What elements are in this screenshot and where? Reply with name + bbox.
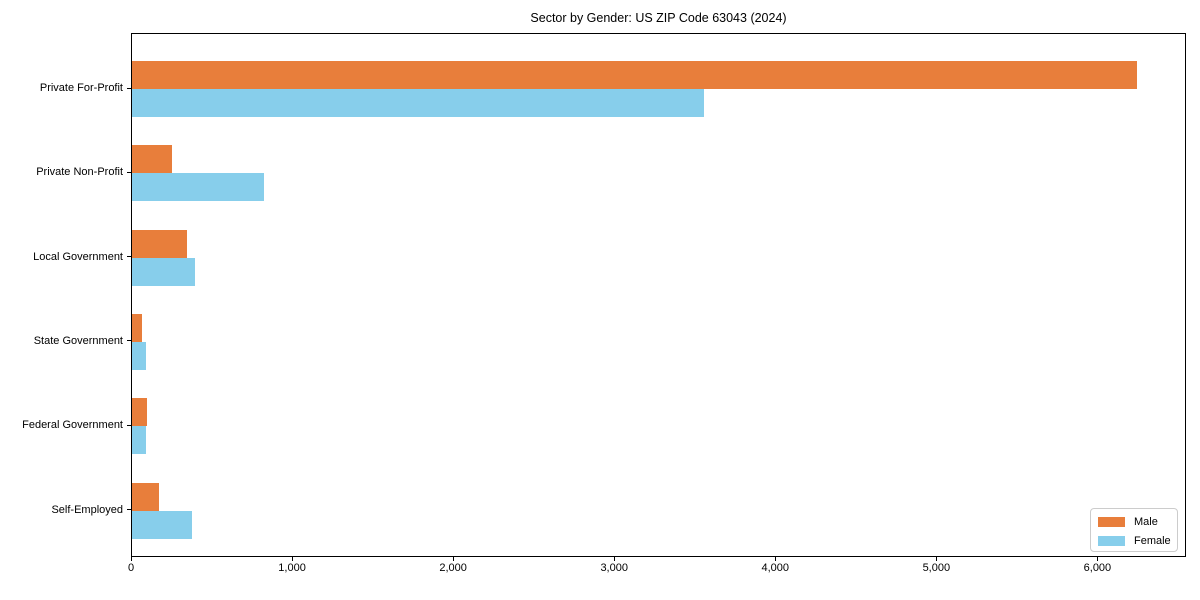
x-axis-tick-label: 3,000 — [600, 562, 628, 574]
bar-male-private-for-profit — [132, 61, 1138, 89]
legend-swatch-female — [1098, 535, 1125, 546]
y-axis-label-private-non-profit: Private Non-Profit — [36, 166, 123, 179]
x-axis-tick — [935, 557, 937, 561]
bar-male-local-government — [132, 229, 187, 258]
y-axis-label-private-for-profit: Private For-Profit — [39, 82, 123, 94]
bar-female-private-for-profit — [132, 89, 704, 117]
y-axis-tick — [127, 509, 131, 511]
y-axis-tick — [127, 424, 131, 426]
y-axis-label-federal-government: Federal Government — [22, 419, 123, 432]
legend-item-female: Female — [1098, 531, 1177, 550]
x-axis-tick — [130, 557, 132, 561]
bar-male-federal-government — [132, 398, 148, 427]
x-axis-tick — [291, 557, 293, 561]
bar-male-self-employed — [132, 482, 160, 511]
y-axis-tick — [127, 171, 131, 173]
x-axis-tick — [1096, 557, 1098, 561]
bar-female-self-employed — [132, 510, 192, 539]
x-axis-tick-label: 6,000 — [1083, 562, 1112, 574]
plot-area — [131, 33, 1186, 557]
x-axis-tick-label: 2,000 — [439, 562, 467, 574]
bar-female-state-government — [132, 341, 147, 370]
x-axis-tick-label: 1,000 — [278, 562, 306, 574]
chart-title: Sector by Gender: US ZIP Code 63043 (202… — [530, 11, 787, 25]
legend-label-male: Male — [1134, 515, 1158, 528]
bar-male-state-government — [132, 313, 142, 342]
x-axis-tick — [774, 557, 776, 561]
x-axis-tick — [452, 557, 454, 561]
y-axis-label-self-employed: Self-Employed — [51, 503, 123, 516]
x-axis-tick-label: 5,000 — [922, 562, 951, 574]
x-axis-tick-label: 4,000 — [761, 562, 790, 574]
y-axis-label-local-government: Local Government — [33, 250, 123, 263]
bar-female-private-non-profit — [132, 173, 265, 202]
y-axis-tick — [127, 256, 131, 258]
x-axis-tick — [613, 557, 615, 561]
legend-label-female: Female — [1134, 534, 1171, 547]
bar-female-local-government — [132, 257, 195, 286]
legend-item-male: Male — [1098, 512, 1177, 531]
y-axis-label-state-government: State Government — [33, 334, 123, 347]
bar-male-private-non-profit — [132, 145, 173, 174]
x-axis-tick-label: 0 — [127, 562, 135, 574]
legend: Male Female — [1090, 508, 1178, 552]
y-axis-tick — [127, 87, 131, 89]
legend-swatch-male — [1098, 516, 1125, 527]
bar-female-federal-government — [132, 426, 146, 455]
y-axis-tick — [127, 340, 131, 342]
